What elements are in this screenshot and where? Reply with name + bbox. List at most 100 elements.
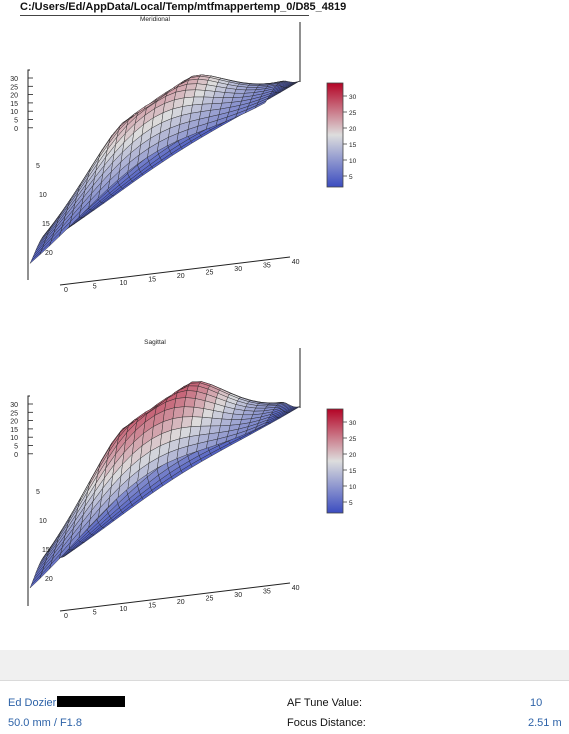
colorbar-label: 15 (349, 468, 357, 475)
y-tick-label: 20 (45, 250, 53, 257)
surface-cell (203, 90, 216, 98)
z-tick-label: 30 (10, 76, 18, 83)
surface-mesh (29, 381, 301, 589)
colorbar-label: 20 (349, 126, 357, 133)
focus-distance-value: 2.51 m (528, 717, 562, 729)
y-tick-label: 5 (36, 163, 40, 170)
surface-cell (255, 405, 268, 409)
surface-cell (182, 406, 195, 418)
surface-cell (254, 100, 268, 109)
x-tick-label: 5 (93, 610, 97, 617)
surface-cell (200, 416, 213, 427)
y-tick-label: 15 (42, 547, 50, 554)
surface-cell (193, 89, 206, 98)
surface-cell (190, 416, 203, 427)
y-tick-label: 10 (39, 192, 47, 199)
surface-cell (234, 89, 247, 94)
surface-cell (181, 416, 193, 429)
colorbar-label: 20 (349, 452, 357, 459)
plot-title: Meridional (140, 16, 171, 23)
x-tick-label: 0 (64, 287, 68, 294)
colorbar (326, 408, 344, 514)
y-tick-label: 15 (42, 221, 50, 228)
redacted-block (57, 696, 125, 707)
info-footer: Ed Dozier 50.0 mm / F1.8 AF Tune Value: … (0, 681, 569, 734)
z-tick-label: 0 (14, 452, 18, 459)
panel-separator (0, 650, 569, 681)
z-tick-label: 15 (10, 101, 18, 108)
surface-cell (211, 97, 224, 104)
surface-cell (245, 87, 258, 91)
x-tick-label: 40 (292, 259, 300, 266)
colorbar-label: 25 (349, 110, 357, 117)
z-tick-label: 15 (10, 427, 18, 434)
colorbar-label: 10 (349, 484, 357, 491)
path-title: C:/Users/Ed/AppData/Local/Temp/mtfmapper… (20, 1, 347, 13)
z-tick-label: 5 (14, 118, 18, 125)
x-tick-label: 35 (263, 589, 271, 596)
vertical-axis (27, 69, 30, 280)
x-tick-label: 40 (292, 585, 300, 592)
surface-cell (202, 96, 214, 105)
x-tick-label: 20 (177, 599, 185, 606)
surface-cell (174, 397, 186, 408)
user-name-link[interactable]: Ed Dozier (8, 697, 57, 709)
y-tick-label: 20 (45, 576, 53, 583)
x-tick-label: 0 (64, 613, 68, 620)
x-tick-label: 25 (206, 270, 214, 277)
x-tick-label: 20 (177, 273, 185, 280)
window-title-bar: C:/Users/Ed/AppData/Local/Temp/mtfmapper… (0, 0, 569, 16)
focus-distance-label: Focus Distance: (287, 717, 366, 729)
colorbar-label: 10 (349, 158, 357, 165)
af-tune-value: 10 (530, 697, 543, 709)
x-tick-label: 15 (148, 603, 156, 610)
colorbar-label: 30 (349, 94, 357, 101)
x-tick-label: 5 (93, 284, 97, 291)
x-tick-label: 25 (206, 596, 214, 603)
surface-cell (210, 417, 223, 427)
surface-cell (188, 382, 201, 387)
colorbar-label: 5 (349, 174, 353, 181)
plot-axes-box (27, 348, 301, 612)
y-tick-label: 5 (36, 489, 40, 496)
x-tick-label: 10 (120, 280, 128, 287)
z-tick-label: 20 (10, 93, 18, 100)
af-tune-label: AF Tune Value: (287, 697, 363, 709)
x-tick-label: 30 (234, 592, 242, 599)
x-tick-label: 10 (120, 606, 128, 613)
surface-cell (192, 406, 205, 418)
surface-cell (183, 397, 196, 408)
z-tick-label: 0 (14, 126, 18, 133)
colorbar-label: 30 (349, 420, 357, 427)
surface-cell (185, 390, 198, 399)
vertical-axis (27, 395, 30, 606)
plot-axes-box (27, 22, 301, 286)
colorbar-label: 15 (349, 142, 357, 149)
surface-cell (213, 91, 226, 98)
lens-info-link[interactable]: 50.0 mm / F1.8 (8, 717, 82, 729)
x-tick-label: 15 (148, 277, 156, 284)
x-tick-label: 35 (263, 263, 271, 270)
z-tick-label: 25 (10, 410, 18, 417)
surface-mesh (29, 74, 301, 264)
surface-cell (195, 83, 207, 91)
title-underline (20, 15, 309, 16)
z-tick-label: 25 (10, 84, 18, 91)
colorbar-label: 25 (349, 436, 357, 443)
surface-cell (223, 92, 235, 98)
x-axis-line (59, 256, 291, 286)
z-tick-label: 10 (10, 109, 18, 116)
surface-cell (220, 418, 232, 427)
z-tick-label: 30 (10, 402, 18, 409)
plot-title: Sagittal (144, 339, 166, 346)
surface-cell (183, 89, 196, 99)
surface-cell (231, 413, 244, 420)
x-axis-line (59, 582, 291, 612)
surface-cell (242, 410, 255, 416)
surface-cell (192, 96, 205, 106)
surface-cell (185, 83, 198, 91)
colorbar (326, 82, 344, 188)
surface-cell (202, 408, 214, 419)
